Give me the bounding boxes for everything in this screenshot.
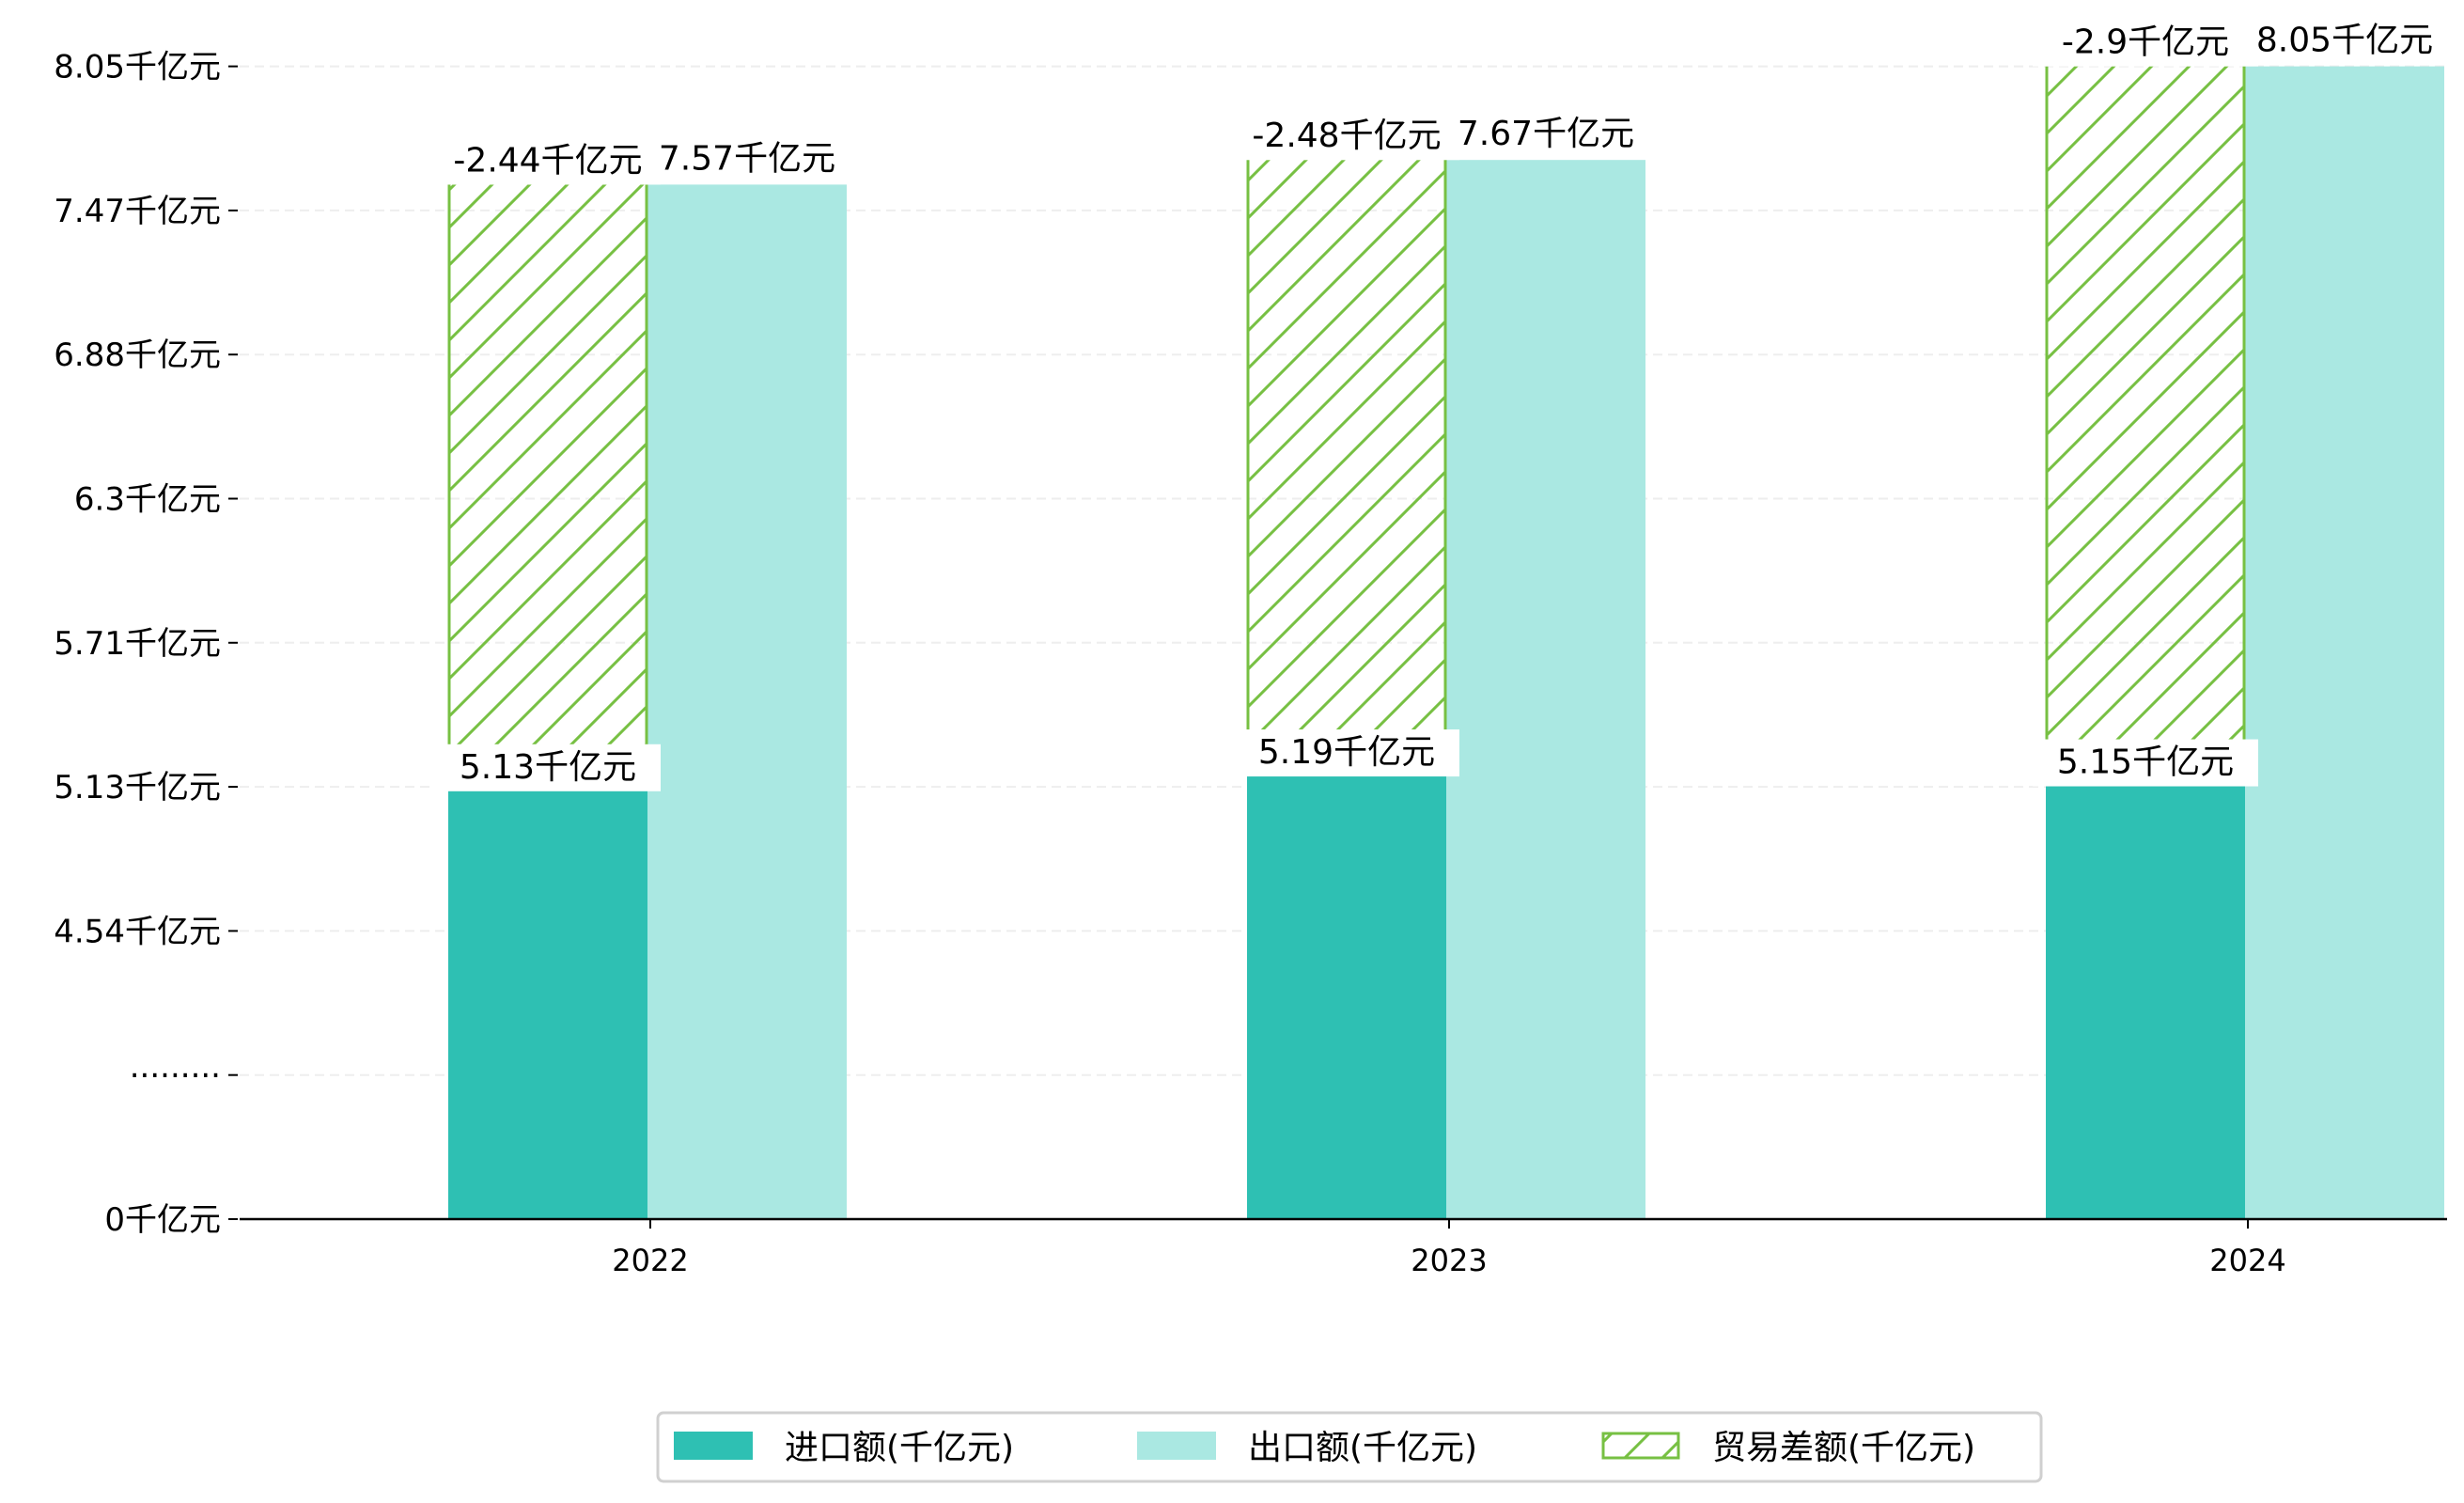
trade-balance-value-label: -2.44千亿元 [453,141,642,180]
import-value-label: 5.19千亿元 [1258,733,1435,772]
y-tick-label: 5.13千亿元 [54,769,221,806]
y-tick-label: 6.88千亿元 [54,337,221,374]
y-tick-label: 7.47千亿元 [54,193,221,230]
export-value-label: 7.67千亿元 [1458,115,1634,153]
import-value-label-bg [2033,739,2258,787]
y-tick-label: 8.05千亿元 [54,49,221,86]
trade-balance-value-label-bg [435,137,661,185]
y-tick-label: ········· [130,1057,221,1095]
y-tick-label: 0千亿元 [104,1201,221,1239]
export-value-label: 8.05千亿元 [2256,22,2433,60]
data-labels: 7.57千亿元 -2.44千亿元 5.13千亿元 7.67千亿元 -2.48千亿元 5.1… [435,17,2457,791]
trade-balance-value-label: -2.48千亿元 [1252,117,1441,155]
x-tick-label: 2022 [612,1243,688,1278]
import-bar [1247,771,1446,1219]
y-tick-label: 5.71千亿元 [54,625,221,663]
export-value-label-bg [2232,17,2457,65]
y-tick-label: 6.3千亿元 [74,481,221,519]
export-bar [2245,66,2444,1220]
legend-box [656,1411,2043,1483]
x-tick-label: 2023 [1411,1243,1487,1278]
trade-balance-bar [448,184,647,786]
legend-swatch [674,1432,753,1460]
legend-label: 贸易差额(千亿元) [1712,1429,1975,1467]
import-bar [448,785,647,1219]
export-value-label: 7.57千亿元 [659,139,835,178]
legend-label: 出口额(千亿元) [1248,1429,1477,1467]
export-value-label-bg [634,135,860,183]
import-value-label-bg [1234,729,1459,777]
x-tick-label: 2024 [2209,1243,2285,1278]
legend-swatch-hatched [1601,1432,1680,1460]
trade-balance-value-label: -2.9千亿元 [2062,23,2229,62]
legend: 进口额(千亿元) 出口额(千亿元) 贸易差额(千亿元) [656,1411,2043,1483]
trade-balance-bar [1247,160,1446,772]
export-bar [647,184,847,1219]
bars [447,66,2444,1220]
trade-balance-value-label-bg [2033,19,2258,67]
import-bar [2046,780,2245,1219]
y-tick-label: 4.54千亿元 [54,913,221,950]
trade-balance-bar [2046,66,2245,781]
export-value-label-bg [1433,111,1659,159]
import-value-label-bg [435,744,661,791]
legend-swatch [1137,1432,1216,1460]
import-value-label: 5.15千亿元 [2057,744,2234,782]
export-bar [1446,160,1645,1220]
trade-balance-value-label-bg [1234,113,1459,161]
import-value-label: 5.13千亿元 [460,748,636,787]
legend-label: 进口额(千亿元) [785,1429,1014,1467]
axes: 0千亿元 ········· 4.54千亿元 5.13千亿元 5.71千亿元 6.3千亿元… [54,49,2447,1278]
